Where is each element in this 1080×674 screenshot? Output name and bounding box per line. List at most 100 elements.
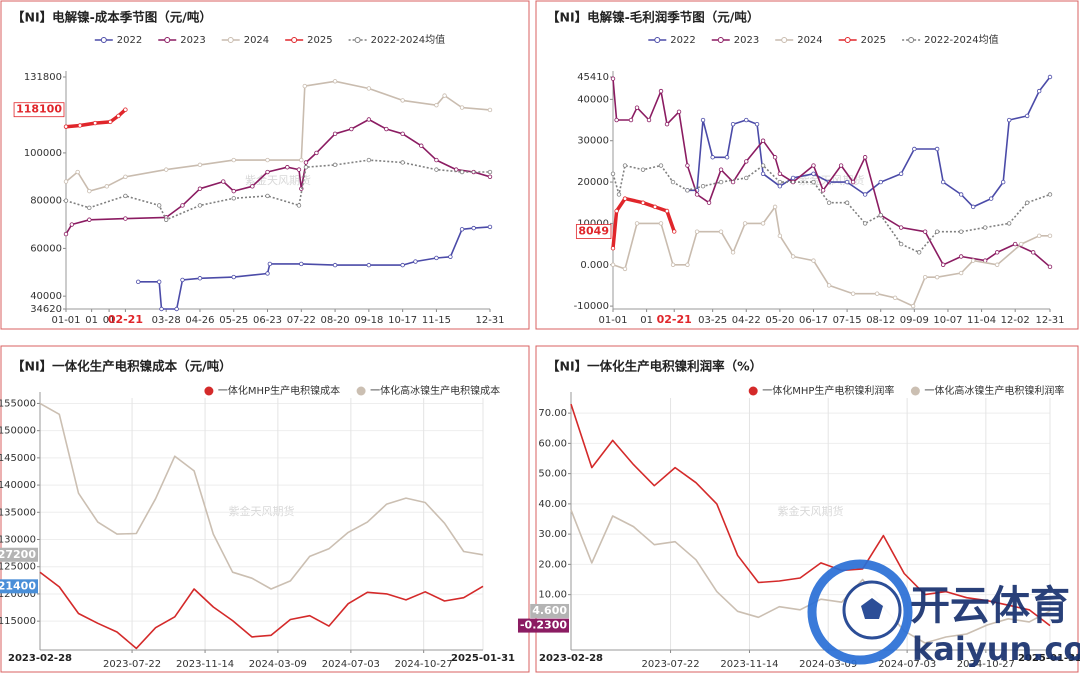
end-label-box	[517, 618, 569, 633]
y-tick-label: 145000	[0, 453, 36, 464]
x-tick-label: 11-04	[967, 315, 996, 326]
marker	[1036, 88, 1042, 94]
marker	[958, 229, 964, 234]
marker	[231, 274, 236, 280]
marker	[610, 171, 616, 176]
marker	[265, 157, 270, 163]
logo-url: kaiyun.com	[912, 630, 1080, 668]
legend-swatch	[748, 386, 758, 396]
legend: 2022 2023 2024 2025 2022-2024均值	[94, 33, 445, 46]
legend-swatch	[356, 386, 366, 396]
marker	[434, 157, 439, 163]
legend-swatch	[204, 386, 214, 396]
chart: 【NI】电解镍-成本季节图（元/吨） 紫金天风期货 34620 40000 60000 8…	[12, 10, 505, 327]
marker	[916, 250, 922, 255]
marker	[811, 171, 816, 176]
marker	[922, 229, 928, 234]
x-tick-label: 12-02	[1001, 315, 1030, 326]
y-tick-label: 40000	[30, 291, 62, 302]
marker	[826, 200, 832, 205]
marker	[685, 163, 690, 168]
y-tick-label: 80000	[30, 196, 62, 207]
y-tick-label: 34620	[30, 304, 62, 315]
marker	[862, 155, 868, 160]
y-tick-label: 155000	[0, 398, 36, 409]
marker	[718, 229, 724, 234]
marker	[1047, 74, 1053, 80]
marker	[69, 222, 75, 227]
marker	[299, 157, 304, 163]
end-label-box	[13, 102, 65, 118]
logo-brand: 开云体育	[910, 583, 1070, 629]
y-tick-label: 115000	[0, 616, 36, 627]
marker	[174, 306, 179, 312]
marker	[760, 163, 766, 168]
marker	[400, 262, 405, 268]
marker	[332, 162, 338, 168]
marker	[850, 291, 856, 296]
marker	[400, 160, 405, 165]
legend-swatch-marker	[354, 37, 361, 43]
end-label: 118100	[16, 103, 62, 116]
legend-swatch-marker	[227, 37, 234, 43]
y-tick-label: 30000	[577, 136, 609, 147]
marker	[958, 254, 964, 259]
marker	[197, 162, 203, 168]
marker	[874, 291, 880, 296]
marker	[777, 183, 783, 189]
legend-swatch	[910, 386, 920, 396]
x-tick-label: 05-20	[765, 315, 794, 326]
y-tick-label: 131800	[24, 72, 62, 83]
marker	[267, 261, 273, 267]
marker	[116, 113, 121, 119]
marker	[459, 169, 465, 175]
marker	[63, 179, 69, 184]
end-label-box	[0, 579, 38, 594]
marker	[878, 212, 883, 218]
marker	[487, 107, 493, 113]
x-tick-label: 08-12	[866, 315, 895, 326]
series-line	[39, 571, 484, 650]
series-line	[39, 402, 484, 590]
marker	[844, 200, 850, 205]
end-label-box	[530, 603, 569, 618]
marker	[231, 196, 236, 201]
marker	[610, 76, 616, 81]
marker	[772, 155, 778, 160]
legend-label: 2023	[180, 35, 205, 46]
marker	[180, 203, 185, 208]
chart-title: 【NI】电解镍-成本季节图（元/吨）	[12, 10, 212, 25]
marker	[790, 175, 796, 181]
marker	[400, 98, 405, 103]
marker	[303, 165, 309, 170]
marker	[63, 231, 69, 237]
marker	[1006, 117, 1012, 123]
marker	[730, 179, 736, 185]
marker	[299, 261, 304, 267]
y-tick-label: 10000	[577, 218, 609, 229]
x-tick-label: 02-21	[657, 313, 692, 326]
marker	[123, 107, 128, 112]
marker	[694, 229, 700, 234]
marker	[850, 179, 856, 185]
marker	[616, 192, 622, 197]
chart: 【NI】一体化生产电积镍利润率（%） 紫金天风期货 10.00 20.00 30.00 4…	[517, 359, 1080, 670]
watermark: 紫金天风期货	[229, 504, 295, 518]
marker	[156, 279, 162, 285]
chart: 【NI】电解镍-毛利润季节图（元/吨）紫金天风期货-100000.0001000…	[547, 10, 1065, 327]
x-tick-label: 04-22	[732, 315, 761, 326]
x-tick-label: 08-20	[321, 315, 350, 326]
marker	[658, 88, 664, 94]
marker	[744, 159, 749, 164]
marker	[634, 221, 640, 226]
marker	[685, 262, 690, 267]
watermark: 紫金天风期货	[245, 173, 311, 187]
y-tick-label: 40.00	[538, 499, 567, 510]
marker	[1030, 250, 1036, 255]
series-line	[612, 78, 1051, 268]
x-tick-label: 09-09	[900, 315, 929, 326]
marker	[163, 167, 169, 172]
marker	[366, 86, 372, 91]
marker	[197, 186, 203, 191]
panel-border	[0, 345, 530, 673]
